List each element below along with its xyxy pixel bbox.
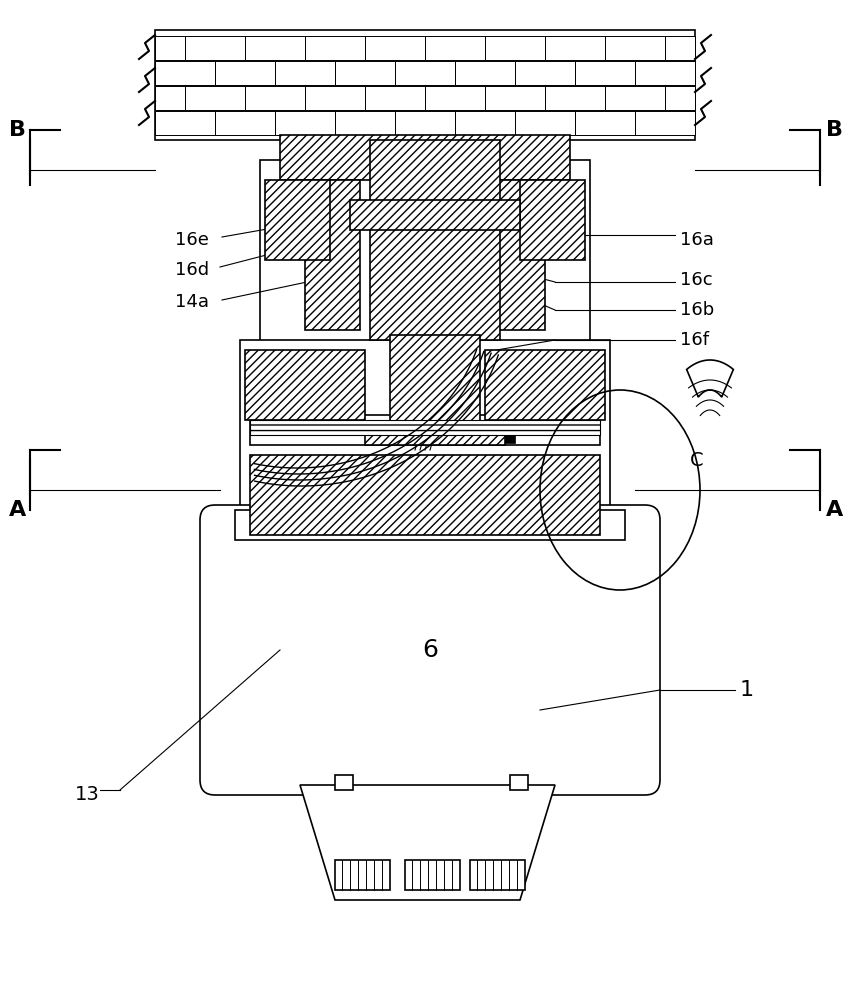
Bar bbox=[155, 36, 185, 60]
Bar bbox=[520, 180, 584, 260]
Bar bbox=[335, 61, 394, 85]
Bar bbox=[155, 61, 215, 85]
Bar bbox=[574, 61, 634, 85]
Bar bbox=[544, 36, 604, 60]
Bar bbox=[489, 180, 544, 330]
Bar bbox=[335, 860, 389, 890]
Bar bbox=[370, 140, 499, 340]
Bar bbox=[405, 860, 459, 890]
Text: 16d: 16d bbox=[175, 261, 209, 279]
Bar bbox=[419, 428, 435, 443]
Bar bbox=[245, 86, 305, 110]
Bar bbox=[215, 61, 274, 85]
Bar bbox=[349, 200, 520, 230]
Bar bbox=[665, 86, 694, 110]
Bar bbox=[155, 111, 215, 135]
Bar bbox=[185, 36, 245, 60]
Bar bbox=[335, 775, 353, 790]
Bar bbox=[499, 428, 515, 443]
Bar bbox=[574, 111, 634, 135]
Text: 14a: 14a bbox=[175, 293, 209, 311]
Bar bbox=[485, 36, 544, 60]
Bar bbox=[509, 775, 527, 790]
Bar bbox=[604, 86, 665, 110]
Bar bbox=[485, 350, 604, 420]
Text: 16b: 16b bbox=[679, 301, 713, 319]
Text: 16f: 16f bbox=[679, 331, 708, 349]
Text: B: B bbox=[826, 120, 843, 140]
Text: 1: 1 bbox=[740, 680, 753, 700]
Polygon shape bbox=[300, 785, 555, 900]
Bar bbox=[245, 350, 365, 420]
Bar bbox=[305, 36, 365, 60]
Text: 16e: 16e bbox=[175, 231, 209, 249]
Bar bbox=[305, 180, 360, 330]
Bar bbox=[454, 61, 515, 85]
Bar bbox=[515, 61, 574, 85]
Bar bbox=[305, 86, 365, 110]
Bar bbox=[485, 86, 544, 110]
Bar bbox=[365, 36, 424, 60]
Bar bbox=[515, 111, 574, 135]
Bar bbox=[459, 428, 475, 443]
Text: A: A bbox=[826, 500, 843, 520]
Bar bbox=[394, 111, 454, 135]
Bar bbox=[155, 86, 185, 110]
Bar bbox=[424, 86, 485, 110]
Bar bbox=[634, 111, 694, 135]
Bar bbox=[260, 160, 590, 360]
Text: 13: 13 bbox=[75, 786, 100, 804]
Text: C: C bbox=[689, 450, 703, 470]
Bar bbox=[665, 36, 694, 60]
Text: A: A bbox=[9, 500, 26, 520]
Bar bbox=[454, 111, 515, 135]
Bar bbox=[365, 86, 424, 110]
Bar bbox=[389, 335, 480, 440]
Bar bbox=[365, 427, 504, 445]
Bar bbox=[239, 340, 609, 540]
Bar bbox=[279, 135, 569, 180]
Text: 16a: 16a bbox=[679, 231, 713, 249]
FancyBboxPatch shape bbox=[199, 505, 659, 795]
Bar bbox=[250, 420, 599, 435]
Bar bbox=[379, 428, 394, 443]
Bar bbox=[424, 36, 485, 60]
Text: 6: 6 bbox=[422, 638, 437, 662]
Bar bbox=[469, 860, 524, 890]
Bar bbox=[250, 415, 599, 445]
Bar bbox=[394, 61, 454, 85]
Bar bbox=[185, 86, 245, 110]
Bar bbox=[335, 111, 394, 135]
Text: B: B bbox=[9, 120, 26, 140]
Bar bbox=[215, 111, 274, 135]
Bar bbox=[234, 510, 625, 540]
Bar bbox=[544, 86, 604, 110]
Polygon shape bbox=[686, 360, 733, 397]
Bar bbox=[155, 30, 694, 140]
Bar bbox=[250, 455, 599, 535]
Bar bbox=[274, 61, 335, 85]
Bar bbox=[634, 61, 694, 85]
Bar bbox=[274, 111, 335, 135]
Bar bbox=[604, 36, 665, 60]
Bar bbox=[265, 180, 330, 260]
Text: 16c: 16c bbox=[679, 271, 711, 289]
Bar bbox=[245, 36, 305, 60]
